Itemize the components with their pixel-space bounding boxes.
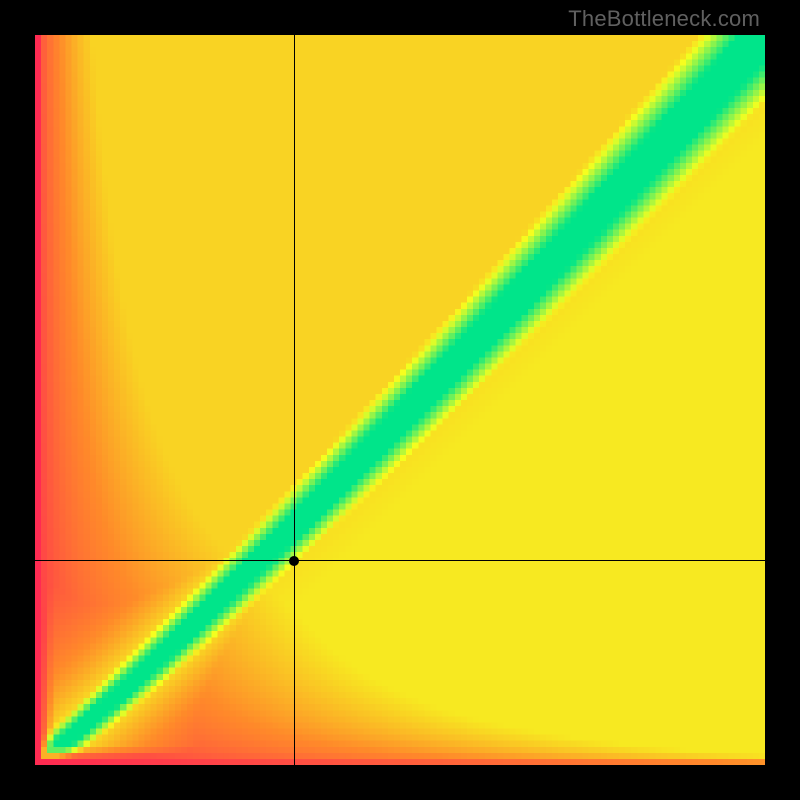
crosshair-marker xyxy=(289,556,299,566)
plot-area xyxy=(35,35,765,765)
watermark-text: TheBottleneck.com xyxy=(568,6,760,32)
crosshair-vertical xyxy=(294,35,295,765)
crosshair-horizontal xyxy=(35,560,765,561)
heatmap-canvas xyxy=(35,35,765,765)
